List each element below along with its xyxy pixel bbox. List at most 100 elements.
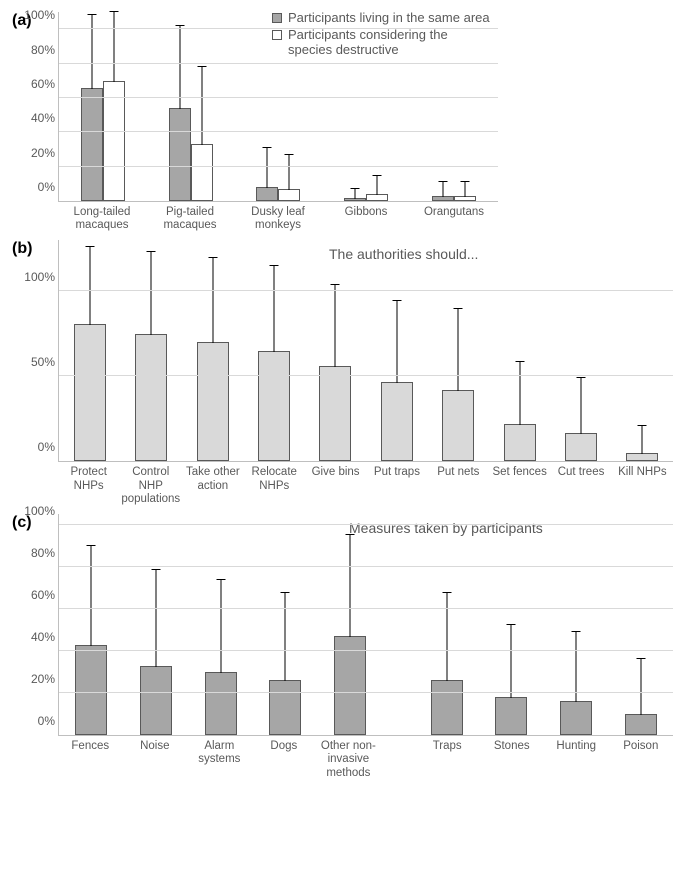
error-bar bbox=[91, 545, 92, 646]
panel-b-yaxis: 0%50%100% bbox=[15, 240, 55, 461]
panel-c-yaxis: 0%20%40%60%80%100% bbox=[15, 514, 55, 735]
error-cap bbox=[572, 631, 581, 632]
error-cap bbox=[197, 66, 206, 67]
bar bbox=[454, 196, 476, 201]
bar-group bbox=[410, 12, 498, 201]
y-tick: 0% bbox=[15, 180, 55, 194]
x-label: Orangutans bbox=[410, 202, 498, 232]
bar-group bbox=[544, 514, 609, 735]
y-tick: 0% bbox=[15, 440, 55, 454]
bar bbox=[565, 433, 597, 462]
error-cap bbox=[147, 251, 156, 252]
x-label: Put traps bbox=[366, 462, 427, 506]
y-tick: 60% bbox=[15, 77, 55, 91]
error-bar bbox=[201, 66, 202, 146]
error-cap bbox=[87, 14, 96, 15]
x-label: Hunting bbox=[544, 736, 609, 780]
error-cap bbox=[285, 154, 294, 155]
bar-group bbox=[235, 12, 323, 201]
bar-group bbox=[366, 240, 427, 461]
error-cap bbox=[439, 181, 448, 182]
grid-line bbox=[59, 290, 673, 291]
error-cap bbox=[461, 181, 470, 182]
error-bar bbox=[396, 300, 397, 383]
grid-line bbox=[59, 97, 498, 98]
bar-group bbox=[253, 514, 318, 735]
error-cap bbox=[454, 308, 463, 309]
bar-group bbox=[305, 240, 366, 461]
error-cap bbox=[373, 175, 382, 176]
error-bar bbox=[113, 11, 114, 82]
error-cap bbox=[216, 579, 225, 580]
bar-group bbox=[489, 240, 550, 461]
bar bbox=[197, 342, 229, 461]
error-cap bbox=[175, 25, 184, 26]
bar bbox=[381, 382, 413, 462]
x-label: Kill NHPs bbox=[612, 462, 673, 506]
error-cap bbox=[281, 592, 290, 593]
bar bbox=[205, 672, 237, 735]
y-tick: 40% bbox=[15, 111, 55, 125]
grid-line bbox=[59, 566, 673, 567]
panel-a-plot bbox=[59, 12, 498, 201]
grid-line bbox=[59, 28, 498, 29]
bar-group bbox=[124, 514, 189, 735]
error-bar bbox=[443, 181, 444, 197]
error-bar bbox=[642, 425, 643, 454]
error-bar bbox=[580, 377, 581, 434]
x-label: Set fences bbox=[489, 462, 550, 506]
error-bar bbox=[335, 284, 336, 367]
bar bbox=[366, 194, 388, 201]
error-bar bbox=[640, 658, 641, 715]
bar bbox=[432, 196, 454, 201]
bar-group bbox=[612, 240, 673, 461]
y-tick: 50% bbox=[15, 355, 55, 369]
error-bar bbox=[377, 175, 378, 196]
error-cap bbox=[507, 624, 516, 625]
bar-group bbox=[414, 514, 479, 735]
error-bar bbox=[267, 147, 268, 188]
bar bbox=[495, 697, 527, 735]
bar bbox=[626, 453, 658, 462]
x-label: Traps bbox=[415, 736, 480, 780]
y-tick: 0% bbox=[15, 714, 55, 728]
panel-b-xlabels: Protect NHPsControl NHP populationsTake … bbox=[58, 462, 673, 506]
error-bar bbox=[220, 579, 221, 673]
error-bar bbox=[89, 246, 90, 325]
error-cap bbox=[638, 425, 647, 426]
panel-c-chart: 0%20%40%60%80%100% Measures taken by par… bbox=[58, 514, 673, 736]
panel-c-xlabels: FencesNoiseAlarm systemsDogsOther non-in… bbox=[58, 736, 673, 780]
error-cap bbox=[636, 658, 645, 659]
y-tick: 80% bbox=[15, 43, 55, 57]
panel-a-xlabels: Long-tailed macaquesPig-tailed macaquesD… bbox=[58, 202, 498, 232]
bar-group bbox=[550, 240, 611, 461]
bar bbox=[625, 714, 657, 735]
y-tick: 20% bbox=[15, 672, 55, 686]
x-label: Put nets bbox=[428, 462, 489, 506]
panel-c-plot bbox=[59, 514, 673, 735]
bar bbox=[560, 701, 592, 735]
x-label: Stones bbox=[479, 736, 544, 780]
bar-group bbox=[147, 12, 235, 201]
error-bar bbox=[465, 181, 466, 197]
error-cap bbox=[87, 545, 96, 546]
x-label: Relocate NHPs bbox=[244, 462, 305, 506]
panel-b: (b) 0%50%100% The authorities should... … bbox=[12, 240, 673, 506]
bar bbox=[103, 81, 125, 201]
panel-b-plot bbox=[59, 240, 673, 461]
error-cap bbox=[109, 11, 118, 12]
grid-line bbox=[59, 63, 498, 64]
grid-line bbox=[59, 524, 673, 525]
error-bar bbox=[289, 154, 290, 190]
error-bar bbox=[511, 624, 512, 698]
error-cap bbox=[331, 284, 340, 285]
error-bar bbox=[91, 14, 92, 88]
error-cap bbox=[576, 377, 585, 378]
error-bar bbox=[349, 534, 350, 637]
error-cap bbox=[208, 257, 217, 258]
x-label: Other non-invasive methods bbox=[316, 736, 381, 780]
error-cap bbox=[345, 534, 354, 535]
error-cap bbox=[263, 147, 272, 148]
x-label: Control NHP populations bbox=[119, 462, 182, 506]
bar bbox=[75, 645, 107, 736]
